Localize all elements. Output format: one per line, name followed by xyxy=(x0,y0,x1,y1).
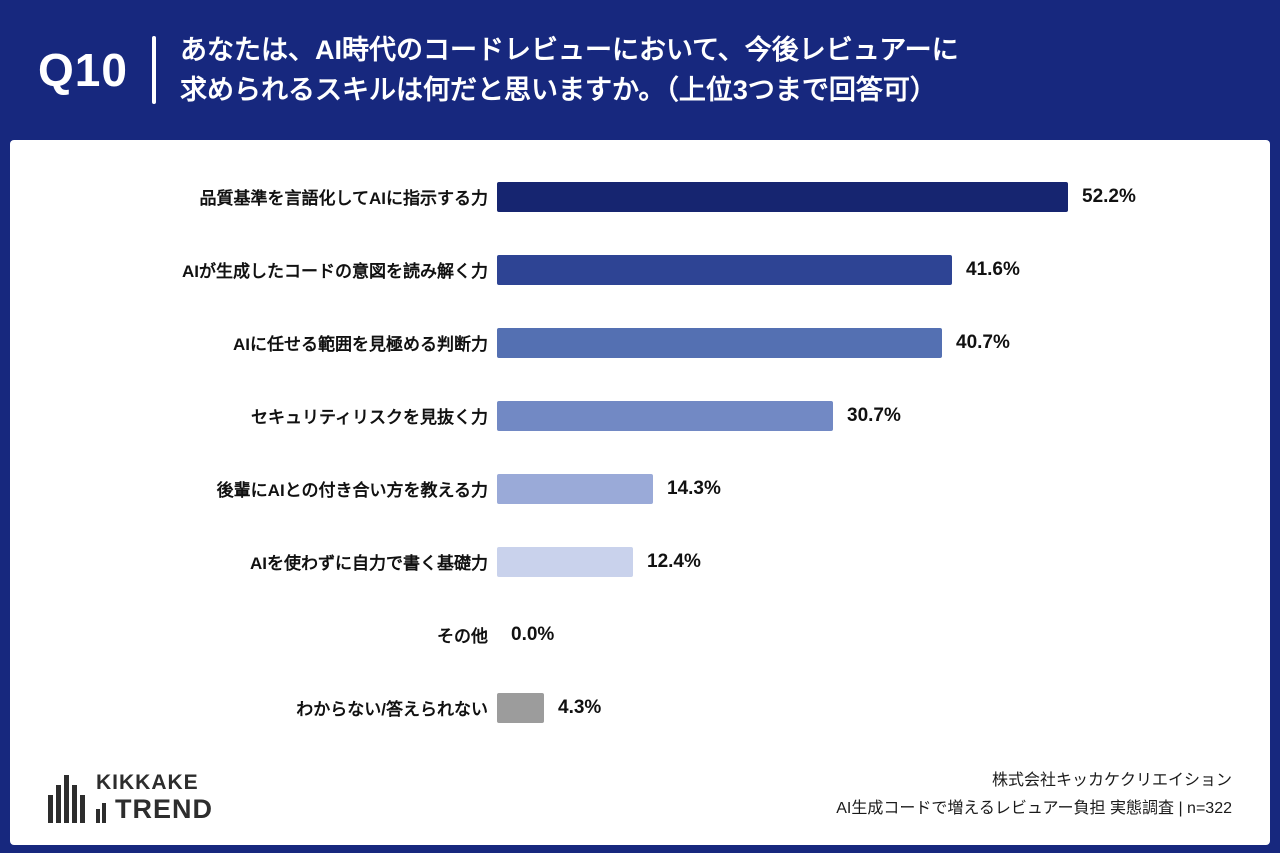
bar-value-label: 52.2% xyxy=(1082,185,1136,207)
bar-row: その他 0.0% xyxy=(10,598,1270,671)
bar-value-label: 40.7% xyxy=(956,331,1010,353)
bar-area: 0.0% xyxy=(497,624,1270,646)
bar-label: AIに任せる範囲を見極める判断力 xyxy=(233,335,488,354)
logo-trend-bars-icon xyxy=(96,803,106,823)
bar-area: 4.3% xyxy=(497,692,1270,723)
bar-label: AIが生成したコードの意図を読み解く力 xyxy=(182,262,488,281)
question-text-line1: あなたは、AI時代のコードレビューにおいて、今後レビュアーに xyxy=(179,34,959,65)
bar-label: わからない/答えられない xyxy=(296,700,488,719)
bar-value-label: 14.3% xyxy=(667,477,721,499)
bar-row: セキュリティリスクを見抜く力 30.7% xyxy=(10,379,1270,452)
bar-chart: 品質基準を言語化してAIに指示する力 52.2% AIが生成したコードの意図を読… xyxy=(10,160,1270,744)
bar xyxy=(497,254,952,285)
credit-company: 株式会社キッカケクリエイション xyxy=(991,772,1232,789)
bar-area: 41.6% xyxy=(497,254,1270,285)
bar-area: 52.2% xyxy=(497,181,1270,212)
bar xyxy=(497,692,544,723)
bar-row: わからない/答えられない 4.3% xyxy=(10,671,1270,744)
question-text: あなたは、AI時代のコードレビューにおいて、今後レビュアーに 求められるスキルは… xyxy=(180,30,959,111)
bar xyxy=(497,473,653,504)
bar-label: AIを使わずに自力で書く基礎力 xyxy=(250,554,488,573)
bar-row: AIを使わずに自力で書く基礎力 12.4% xyxy=(10,525,1270,598)
bar-value-label: 4.3% xyxy=(558,696,602,718)
logo-text-kikkake: KIKKAKE xyxy=(96,771,199,794)
credit-survey-name: AI生成コードで増えるレビュアー負担 実態調査 | n=322 xyxy=(836,800,1232,817)
header-divider xyxy=(151,36,156,104)
bar-label: 後輩にAIとの付き合い方を教える力 xyxy=(216,481,488,500)
kikkake-logo-icon xyxy=(48,775,85,823)
bar xyxy=(497,181,1068,212)
logo-text-trend: TREND xyxy=(96,796,213,823)
bar-value-label: 30.7% xyxy=(847,404,901,426)
bar-value-label: 41.6% xyxy=(966,258,1020,280)
bar-area: 40.7% xyxy=(497,327,1270,358)
bar-label: 品質基準を言語化してAIに指示する力 xyxy=(199,189,489,208)
header: Q10 あなたは、AI時代のコードレビューにおいて、今後レビュアーに 求められる… xyxy=(0,0,1280,140)
bar-row: AIが生成したコードの意図を読み解く力 41.6% xyxy=(10,233,1270,306)
question-text-line2: 求められるスキルは何だと思いますか。（上位3つまで回答可） xyxy=(179,75,937,105)
bar-area: 12.4% xyxy=(497,546,1270,577)
bar-row: 品質基準を言語化してAIに指示する力 52.2% xyxy=(10,160,1270,233)
kikkake-trend-logo: KIKKAKE TREND xyxy=(48,767,213,823)
question-number: Q10 xyxy=(38,44,128,96)
survey-credit: 株式会社キッカケクリエイション AI生成コードで増えるレビュアー負担 実態調査 … xyxy=(836,767,1232,823)
bar-row: AIに任せる範囲を見極める判断力 40.7% xyxy=(10,306,1270,379)
bar-label: その他 xyxy=(437,627,488,646)
bar xyxy=(497,400,833,431)
chart-card: 品質基準を言語化してAIに指示する力 52.2% AIが生成したコードの意図を読… xyxy=(10,140,1270,845)
bar xyxy=(497,546,633,577)
bar-area: 14.3% xyxy=(497,473,1270,504)
card-footer: KIKKAKE TREND 株式会社キッカケクリエイション AI生成コードで増え… xyxy=(48,767,1232,823)
logo-text: KIKKAKE TREND xyxy=(96,772,213,823)
bar-value-label: 0.0% xyxy=(511,623,555,645)
bar-label: セキュリティリスクを見抜く力 xyxy=(251,408,488,427)
bar-row: 後輩にAIとの付き合い方を教える力 14.3% xyxy=(10,452,1270,525)
bar-value-label: 12.4% xyxy=(647,550,701,572)
bar-area: 30.7% xyxy=(497,400,1270,431)
bar xyxy=(497,327,942,358)
